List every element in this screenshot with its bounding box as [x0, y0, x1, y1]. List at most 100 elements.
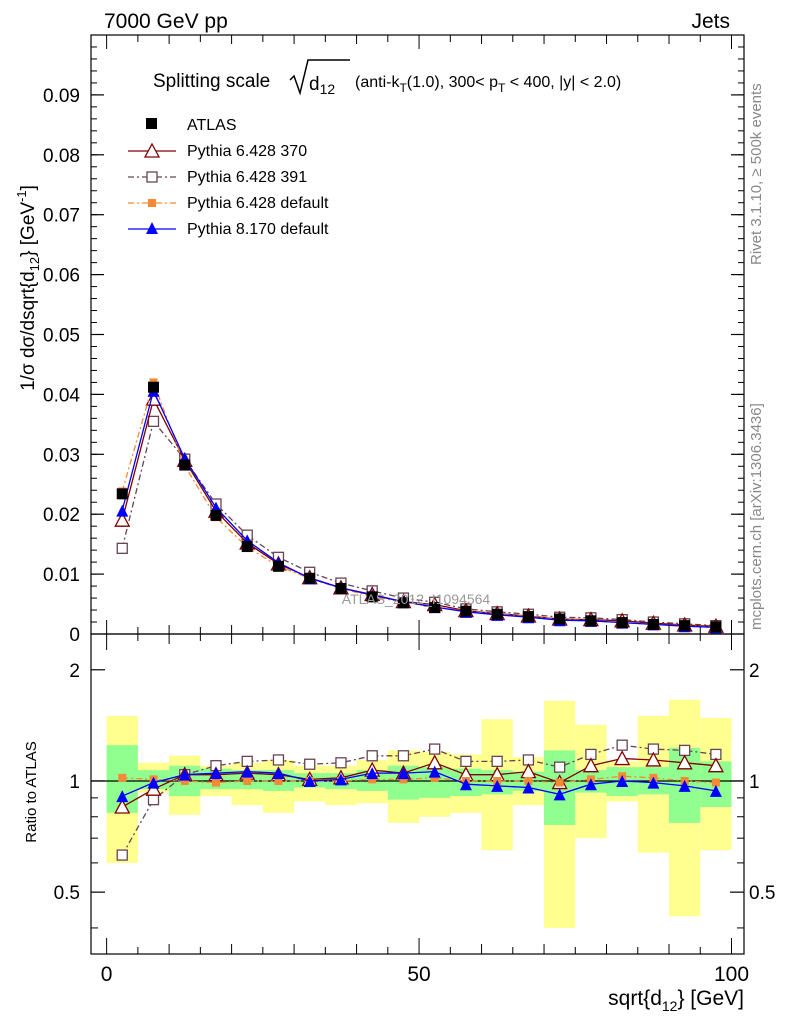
- main-ytick-label: 0.04: [43, 385, 80, 406]
- main-ybottom-label: 0: [69, 625, 80, 646]
- svg-text:(anti-kT(1.0), 300< pT < 400,: (anti-kT(1.0), 300< pT < 400, |y| < 2.0): [355, 74, 621, 95]
- ratio-point-pythia-8-170-default: [116, 790, 129, 803]
- ratio-point-pythia-6-428-391: [554, 761, 566, 773]
- main-point-atlas: [460, 605, 472, 617]
- ratio-point-pythia-6-428-370: [676, 754, 693, 770]
- header-right: Jets: [691, 10, 730, 33]
- main-point-atlas: [429, 602, 441, 614]
- ratio-ytick-label-right: 1: [749, 772, 760, 793]
- ratio-line-pythia-8-170-default: [121, 770, 717, 797]
- title-sym: d: [309, 74, 320, 95]
- svg-text:Splitting scale: Splitting scale: [153, 71, 270, 92]
- rivet-label: Rivet 3.1.10, ≥ 500k events: [748, 83, 765, 265]
- ratio-point-pythia-8-170-default: [491, 779, 504, 792]
- main-point-atlas: [585, 615, 597, 627]
- ratio-point-pythia-6-428-default: [274, 776, 283, 785]
- ratio-point-pythia-8-170-default: [334, 773, 347, 786]
- ratio-point-pythia-8-170-default: [303, 774, 316, 787]
- legend-marker-pythia8-default: [146, 222, 158, 234]
- main-ytick-label: 0.08: [43, 146, 80, 167]
- ratio-point-pythia-6-428-default: [524, 776, 533, 785]
- legend-item-pythia6-370: Pythia 6.428 370: [128, 142, 307, 160]
- main-ytick-label: 0.05: [43, 326, 80, 347]
- legend-item-atlas: ATLAS: [146, 117, 237, 134]
- main-ytick-label: 0.03: [43, 445, 80, 466]
- ratio-point-pythia-6-428-370: [582, 757, 599, 773]
- ratio-point-pythia-6-428-default: [180, 776, 189, 785]
- ratio-ytick-label: 0.5: [54, 883, 80, 904]
- watermark: ATLAS_2012_I1094564: [342, 591, 491, 607]
- ratio-ytick-labels-right: 0.5 1 2: [749, 661, 775, 904]
- chart-title: Splitting scale d12 (anti-kT(1.0), 300< …: [153, 59, 621, 97]
- ratio-ytick-label: 1: [69, 772, 80, 793]
- ratio-point-pythia-6-428-default: [211, 778, 220, 787]
- main-point-atlas: [554, 613, 566, 625]
- ratio-point-pythia-6-428-default: [368, 775, 377, 784]
- ratio-ylabel: Ratio to ATLAS: [23, 741, 40, 842]
- ratio-series-layer: [114, 739, 724, 861]
- main-ytick-labels: 0.01 0.02 0.03 0.04 0.05 0.06 0.07 0.08 0.09: [43, 86, 80, 586]
- ratio-point-pythia-6-428-391: [616, 739, 628, 751]
- ratio-point-pythia-6-428-370: [114, 798, 131, 814]
- main-point-atlas: [647, 618, 659, 630]
- title-paren-c: < 400, |y| < 2.0): [505, 74, 621, 91]
- ratio-point-pythia-8-170-default: [616, 774, 629, 787]
- ratio-point-pythia-6-428-default: [399, 775, 408, 784]
- ratio-point-pythia-8-170-default: [709, 784, 722, 797]
- ratio-point-pythia-8-170-default: [397, 767, 410, 780]
- main-point-pythia-6-428-391: [116, 542, 128, 554]
- ratio-point-pythia-6-428-391: [397, 750, 410, 762]
- ratio-xlabel: sqrt{d12} [GeV]: [608, 987, 744, 1014]
- ratio-point-pythia-6-428-391: [147, 794, 160, 806]
- ratio-point-pythia-6-428-391: [366, 750, 378, 762]
- ratio-point-pythia-8-170-default: [522, 781, 535, 794]
- legend-label-pythia8-default: Pythia 8.170 default: [187, 221, 329, 238]
- ratio-point-pythia-6-428-391: [335, 757, 347, 769]
- legend-label-pythia6-391: Pythia 6.428 391: [187, 169, 307, 186]
- main-point-atlas: [304, 572, 316, 584]
- legend-marker-pythia6-391: [146, 171, 158, 183]
- main-panel: ATLAS_2012_I1094564 0.01 0.02 0.03 0.04 0.05…: [14, 34, 745, 646]
- legend-marker-pythia6-default: [148, 199, 156, 207]
- ratio-point-pythia-8-170-default: [678, 779, 691, 792]
- legend-item-pythia8-default: Pythia 8.170 default: [128, 221, 329, 238]
- ratio-point-pythia-6-428-370: [614, 750, 631, 766]
- header-left: 7000 GeV pp: [104, 10, 228, 33]
- legend: ATLAS Pythia 6.428 370 Pythia 6.428 391 …: [128, 117, 329, 238]
- main-point-atlas: [710, 621, 722, 633]
- main-ticks: [91, 35, 744, 634]
- legend-marker-pythia6-370: [143, 142, 161, 158]
- main-point-pythia-6-428-391: [147, 415, 160, 428]
- ratio-point-pythia-8-170-default: [209, 767, 222, 780]
- main-point-atlas: [397, 597, 409, 609]
- ratio-point-pythia-6-428-391: [491, 755, 503, 768]
- main-point-atlas: [366, 591, 378, 603]
- ratio-line-pythia-6-428-370: [121, 757, 716, 808]
- main-ytick-label: 0.07: [43, 206, 80, 227]
- ratio-xtick-label: 0: [101, 963, 113, 986]
- main-point-atlas: [616, 617, 628, 629]
- ratio-point-pythia-6-428-391: [116, 849, 128, 861]
- legend-label-pythia6-370: Pythia 6.428 370: [187, 143, 307, 160]
- main-point-atlas: [147, 381, 159, 393]
- main-point-atlas: [491, 608, 503, 620]
- main-point-pythia-6-428-370: [114, 511, 131, 527]
- main-point-atlas: [679, 620, 691, 632]
- main-point-atlas: [272, 560, 284, 572]
- title-paren-a-sub: T: [399, 81, 407, 95]
- main-point-atlas: [522, 611, 534, 623]
- ratio-point-pythia-6-428-default: [118, 773, 127, 782]
- legend-label-pythia6-default: Pythia 6.428 default: [187, 195, 329, 212]
- ratio-ytick-label-right: 2: [749, 661, 760, 682]
- main-ytick-label: 0.06: [43, 266, 80, 287]
- ratio-point-pythia-8-170-default: [178, 768, 191, 781]
- ratio-point-pythia-8-170-default: [553, 788, 566, 801]
- main-ytick-label: 0.01: [43, 565, 80, 586]
- main-ytick-label: 0.09: [43, 86, 80, 107]
- ratio-point-pythia-6-428-391: [678, 744, 691, 757]
- mcplots-label: mcplots.cern.ch [arXiv:1306.3436]: [748, 403, 765, 630]
- title-sym-sub: 12: [320, 81, 336, 97]
- ratio-point-pythia-6-428-391: [460, 755, 472, 768]
